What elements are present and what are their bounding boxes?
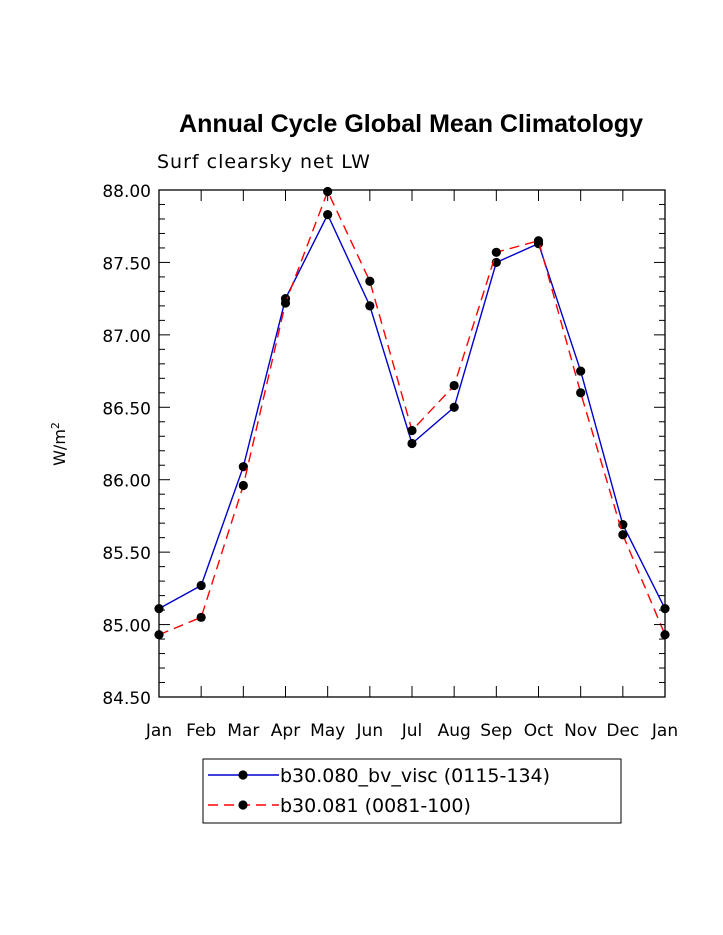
y-axis-label: W/m2 <box>49 422 69 466</box>
x-tick-label: Dec <box>606 721 639 741</box>
x-tick-label: Jun <box>356 721 384 741</box>
x-tick-label: Mar <box>227 721 259 741</box>
series-line-1 <box>158 213 666 610</box>
y-tick-label: 86.50 <box>102 399 151 419</box>
x-tick-label: May <box>310 721 345 741</box>
chart-subtitle: Surf clearsky net LW <box>157 151 371 173</box>
x-tick-label: Nov <box>564 721 597 741</box>
data-point <box>491 257 501 268</box>
y-tick-label: 88.00 <box>102 182 151 202</box>
legend-label: b30.081 (0081-100) <box>280 795 471 817</box>
x-tick-label: Apr <box>271 721 300 741</box>
x-tick-label: Oct <box>524 721 554 741</box>
legend-marker <box>238 800 248 810</box>
data-point <box>238 462 248 472</box>
data-point <box>407 438 417 449</box>
legend-label: b30.080_bv_visc (0115-134) <box>280 765 550 787</box>
y-tick-label: 85.00 <box>102 617 151 637</box>
data-point <box>365 301 375 311</box>
data-point <box>196 580 206 591</box>
x-tick-label: Jan <box>651 721 678 741</box>
x-tick-label: Feb <box>186 721 216 741</box>
data-point <box>196 612 206 622</box>
x-tick-label: Jan <box>145 721 172 741</box>
legend-marker <box>238 770 248 780</box>
y-tick-label: 87.50 <box>102 254 151 274</box>
data-point <box>449 380 459 391</box>
data-point <box>238 480 248 491</box>
data-point <box>576 388 586 398</box>
y-tick-label: 84.50 <box>102 689 151 709</box>
data-point <box>491 247 501 257</box>
data-point <box>365 276 375 286</box>
data-point <box>533 236 544 246</box>
x-tick-label: Jul <box>401 721 423 741</box>
data-point <box>576 366 586 376</box>
data-point <box>280 298 291 308</box>
x-tick-label: Sep <box>480 721 512 741</box>
chart-title: Annual Cycle Global Mean Climatology <box>179 110 643 138</box>
y-tick-label: 87.00 <box>102 327 151 347</box>
y-tick-label: 85.50 <box>102 544 151 564</box>
data-point <box>323 210 333 220</box>
x-tick-label: Aug <box>438 721 471 741</box>
data-point <box>618 530 628 540</box>
data-point <box>449 402 459 412</box>
legend-box <box>202 758 622 824</box>
data-point <box>407 425 417 436</box>
y-tick-label: 86.00 <box>102 472 151 492</box>
series-line-2 <box>158 189 666 636</box>
